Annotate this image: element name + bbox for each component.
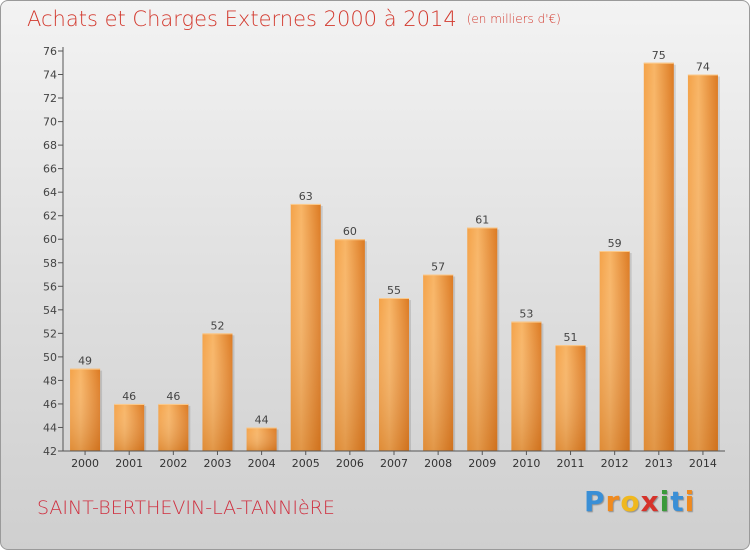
x-tick-label: 2002 [159,457,187,470]
y-tick-label: 62 [43,210,57,223]
bar-shade [555,345,586,451]
y-tick-label: 68 [43,139,57,152]
y-tick-label: 46 [43,398,57,411]
y-tick-label: 72 [43,92,57,105]
chart-unit: (en milliers d'€) [466,12,561,26]
data-label: 53 [519,308,533,321]
chart-title-text: Achats et Charges Externes 2000 à 2014 [27,7,457,31]
data-label: 44 [255,413,269,426]
data-label: 60 [343,225,357,238]
y-tick-label: 52 [43,327,57,340]
proxiti-logo: Proxiti [584,485,695,518]
y-tick-label: 70 [43,116,57,129]
data-label: 46 [166,390,180,403]
data-label: 46 [122,390,136,403]
data-label: 63 [299,190,313,203]
y-tick-label: 76 [43,45,57,58]
x-tick-label: 2010 [512,457,540,470]
y-axis: 42 44 46 48 50 52 54 56 58 60 62 64 66 68 70 72 74 76 [43,45,64,458]
y-tick-label: 74 [43,69,57,82]
y-tick-label: 58 [43,257,57,270]
x-tick-label: 2007 [380,457,408,470]
y-tick-label: 66 [43,163,57,176]
x-tick-label: 2006 [336,457,364,470]
y-tick-label: 42 [43,445,57,458]
data-label: 52 [210,319,224,332]
y-tick-label: 64 [43,186,57,199]
x-tick-label: 2012 [601,457,629,470]
bar-shade [334,239,365,451]
bar-shade [423,274,454,451]
data-label: 57 [431,261,445,274]
data-label: 74 [696,61,710,74]
y-tick-label: 60 [43,233,57,246]
logo-letter: i [659,485,671,518]
bar-shade [599,251,630,451]
y-tick-label: 54 [43,304,57,317]
logo-letter: P [584,485,606,518]
bar-shade [114,403,145,451]
bar-shade [290,203,321,451]
x-tick-label: 2003 [203,457,231,470]
bar-shade [643,62,674,451]
x-tick-label: 2004 [248,457,276,470]
bar-shade [511,321,542,451]
x-tick-label: 2014 [689,457,717,470]
logo-letter: i [684,485,696,518]
x-tick-label: 2001 [115,457,143,470]
data-label: 55 [387,284,401,297]
x-tick-label: 2009 [468,457,496,470]
y-tick-label: 56 [43,280,57,293]
data-label: 75 [652,49,666,62]
bar-shade [687,74,718,451]
data-label: 61 [475,213,489,226]
chart-title: Achats et Charges Externes 2000 à 2014 (e… [27,7,561,31]
bar-shade [202,333,233,451]
bar-shade [378,298,410,451]
bar-shade [70,368,101,451]
y-tick-label: 48 [43,374,57,387]
x-tick-label: 2013 [645,457,673,470]
bars: 49 46 46 52 44 63 60 55 57 61 53 51 59 75 74 [70,49,720,451]
bar-shade [467,227,498,451]
x-tick-label: 2005 [292,457,320,470]
bar-shade [158,403,189,451]
x-tick-label: 2008 [424,457,452,470]
logo-letter: x [640,485,660,518]
data-label: 49 [78,355,92,368]
logo-letter: t [670,485,685,518]
location-name: SAINT-BERTHEVIN-LA-TANNIèRE [37,497,335,519]
x-tick-label: 2011 [557,457,585,470]
x-tick-label: 2000 [71,457,99,470]
y-tick-label: 44 [43,421,57,434]
x-axis: 2000 2001 2002 2003 2004 2005 2006 2007 2008 2009… [63,450,725,470]
logo-letter: r [605,485,621,518]
data-label: 51 [564,331,578,344]
data-label: 59 [608,237,622,250]
y-tick-label: 50 [43,351,57,364]
logo-letter: o [620,485,641,518]
bar-shade [246,427,277,451]
